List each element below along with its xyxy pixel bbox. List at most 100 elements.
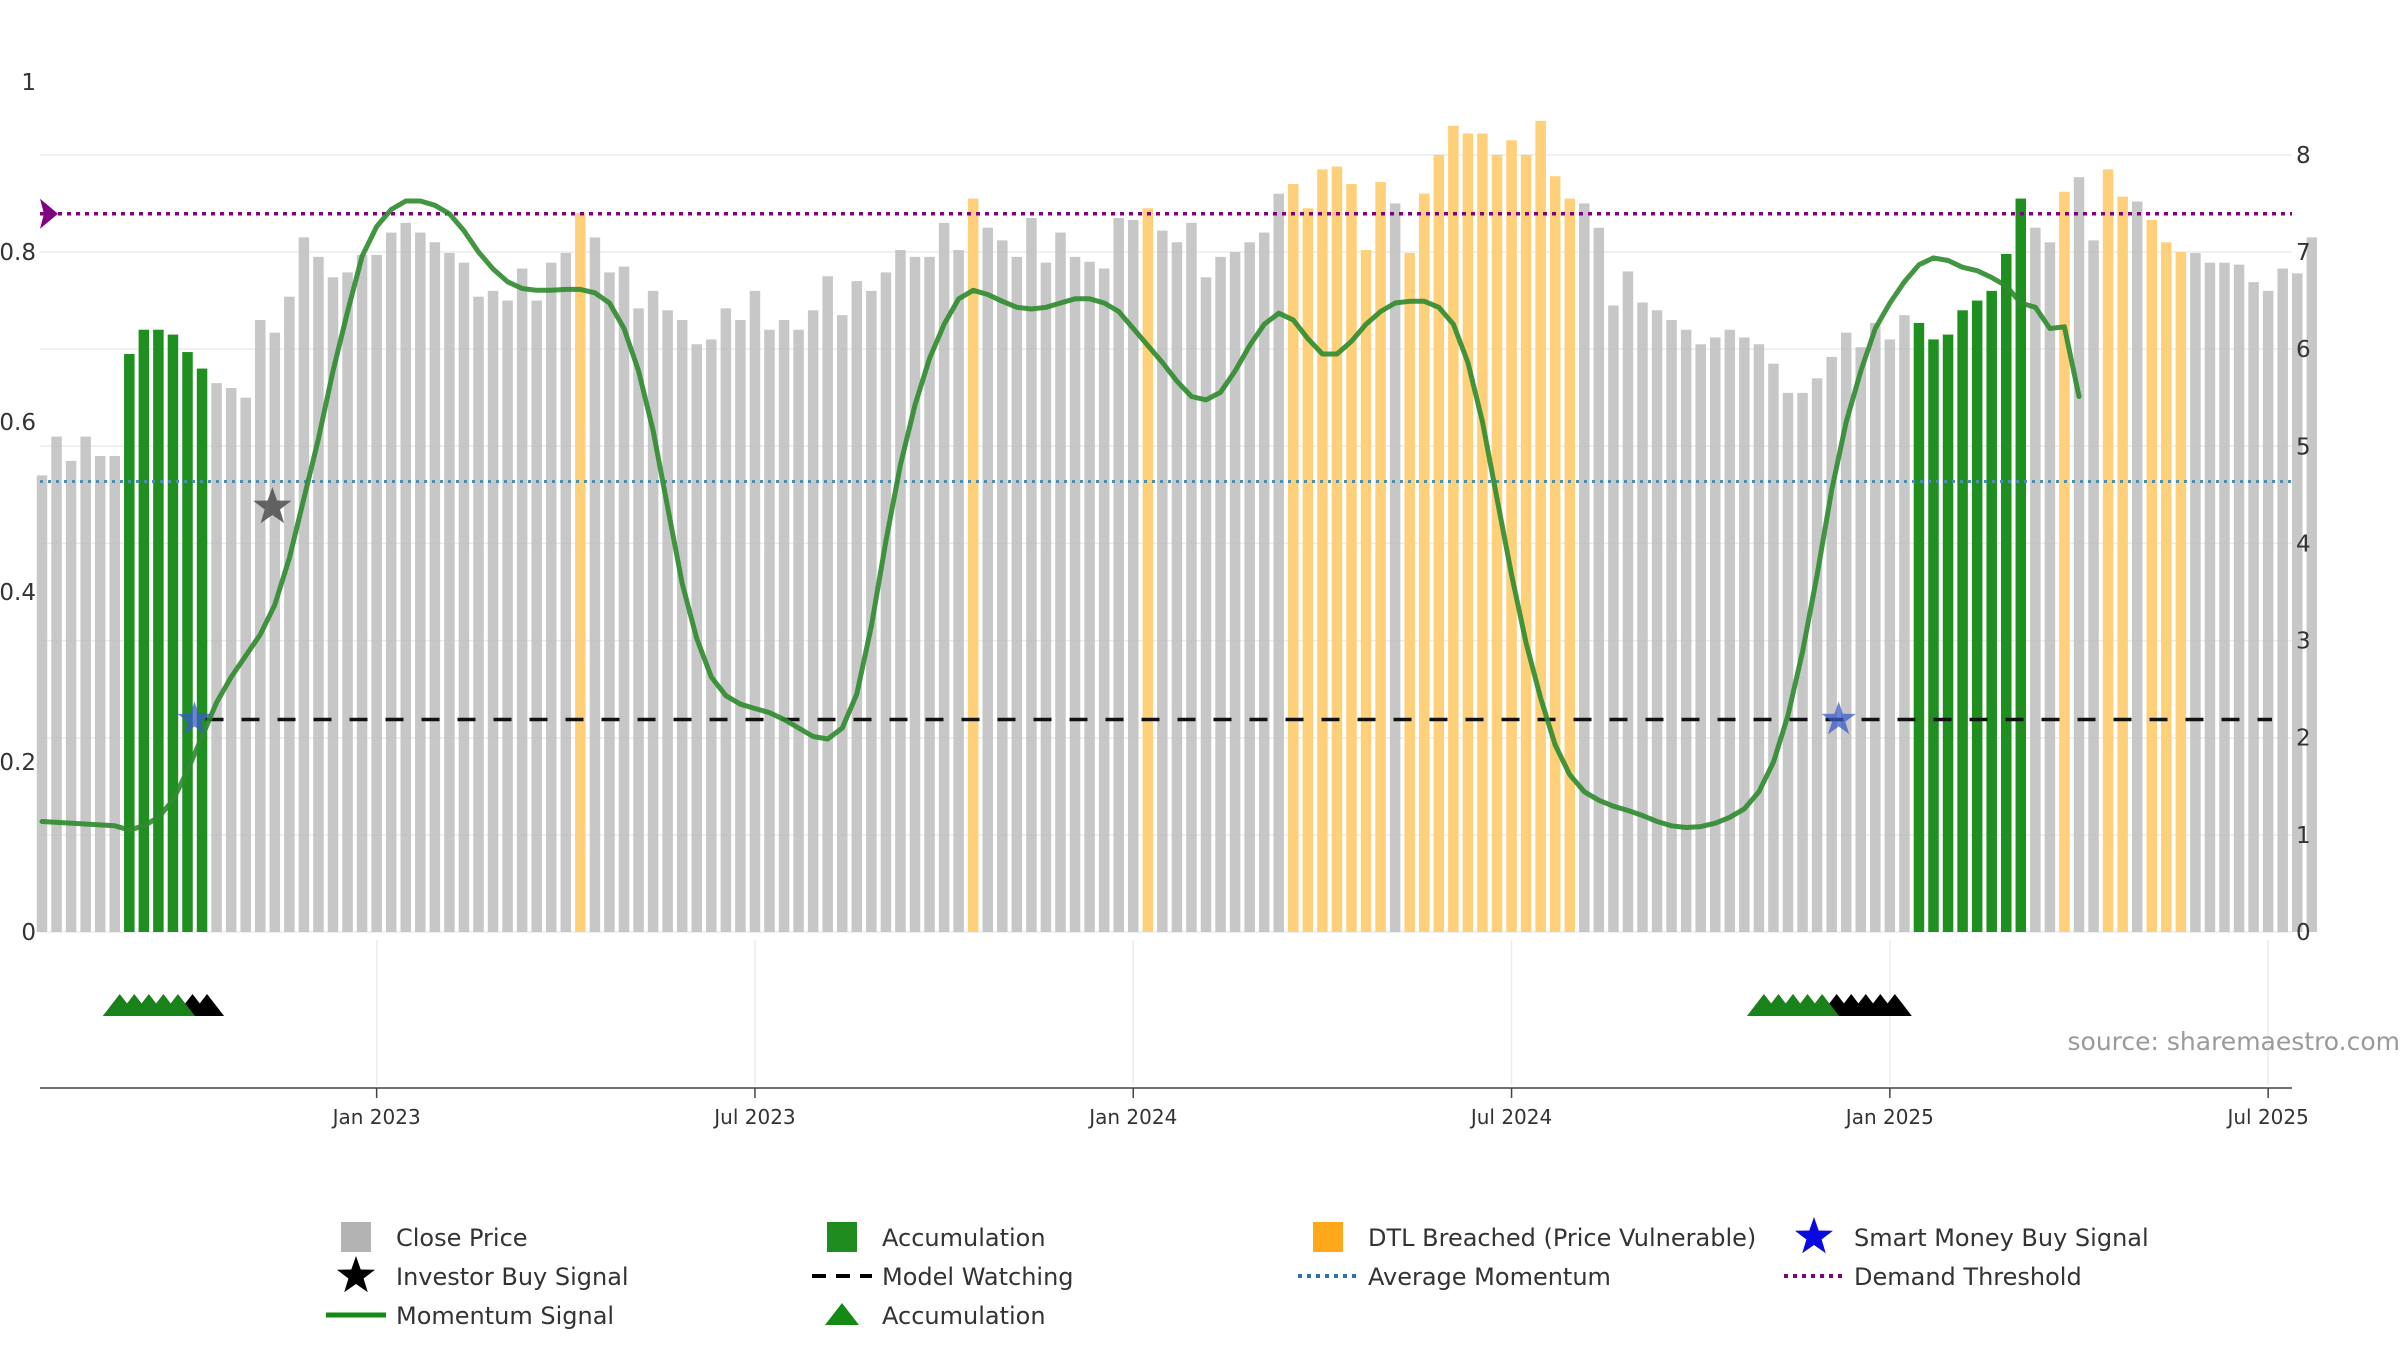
- bar-close: [1215, 256, 1226, 932]
- legend-label: DTL Breached (Price Vulnerable): [1368, 1224, 1756, 1252]
- bar-dtl: [1462, 133, 1474, 932]
- bar-close: [1739, 337, 1750, 932]
- y-right-tick-label: 8: [2296, 143, 2311, 169]
- x-tick-label: Jul 2023: [712, 1105, 795, 1129]
- bar-close: [837, 315, 848, 933]
- legend-label: Accumulation: [882, 1302, 1046, 1330]
- bar-acc: [2015, 198, 2027, 933]
- bar-close: [284, 296, 295, 933]
- y-left-tick-label: 0.2: [0, 750, 36, 776]
- bar-close: [2131, 201, 2143, 932]
- bar-close: [953, 250, 964, 933]
- y-left-tick-label: 0: [21, 920, 36, 946]
- x-tick-label: Jan 2024: [1087, 1105, 1177, 1129]
- accumulation-triangle: [1805, 994, 1840, 1016]
- y-right-tick-label: 1: [2296, 823, 2311, 849]
- bar-close: [1069, 256, 1081, 932]
- bar-close: [51, 436, 62, 932]
- bar-close: [385, 232, 397, 933]
- bar-close: [822, 276, 833, 932]
- legend-item: Accumulation: [827, 1222, 1046, 1252]
- bar-dtl: [1477, 133, 1488, 932]
- bar-dtl: [1331, 166, 1343, 932]
- legend-label: Model Watching: [882, 1263, 1074, 1291]
- bar-close: [2088, 240, 2099, 933]
- bar-close: [2190, 252, 2201, 932]
- bar-close: [2044, 242, 2056, 933]
- bar-close: [2248, 282, 2259, 933]
- legend-swatch: [1313, 1222, 1343, 1252]
- bar-close: [444, 252, 455, 932]
- legend-item: Demand Threshold: [1784, 1263, 2082, 1291]
- bar-acc: [1957, 310, 1968, 932]
- legend-label: Investor Buy Signal: [396, 1263, 629, 1291]
- y-right-tick-label: 7: [2296, 240, 2311, 266]
- bar-dtl: [1288, 184, 1299, 932]
- y-right-tick-label: 4: [2296, 531, 2311, 557]
- bar-close: [1622, 271, 1634, 932]
- bar-close: [1768, 363, 1779, 932]
- bar-close: [2073, 177, 2085, 932]
- bar-close: [706, 339, 717, 932]
- y-right-tick-label: 2: [2296, 726, 2311, 752]
- bar-close: [2277, 268, 2288, 932]
- bar-dtl: [1564, 198, 1575, 933]
- bar-close: [924, 256, 935, 932]
- bar-acc: [1986, 290, 1997, 932]
- legend-item: Model Watching: [812, 1263, 1074, 1291]
- bar-close: [589, 237, 601, 932]
- bar-close: [1011, 256, 1023, 932]
- legend-item: Average Momentum: [1298, 1263, 1611, 1291]
- bar-dtl: [1433, 154, 1445, 932]
- bar-close: [909, 256, 921, 932]
- bar-dtl: [1448, 125, 1459, 932]
- bar-close: [1186, 222, 1197, 932]
- bar-close: [2262, 290, 2274, 932]
- bar-close: [633, 308, 644, 932]
- bar-close: [778, 320, 790, 932]
- accumulation-triangle: [160, 994, 195, 1016]
- legend-item: Smart Money Buy Signal: [1795, 1217, 2149, 1254]
- line-layer: [39, 198, 2292, 833]
- bar-close: [1826, 356, 1837, 932]
- bar-close: [1651, 310, 1663, 932]
- bar-close: [269, 332, 281, 933]
- bar-close: [1244, 242, 1255, 933]
- bar-close: [1157, 230, 1168, 933]
- bar-close: [1608, 305, 1619, 932]
- bar-close: [997, 240, 1008, 933]
- bar-close: [109, 456, 120, 932]
- bar-close: [356, 254, 368, 932]
- bar-dtl: [2175, 252, 2187, 932]
- bar-acc: [138, 329, 150, 932]
- bar-dtl: [2161, 242, 2172, 933]
- bar-close: [1273, 193, 1284, 932]
- bar-close: [546, 262, 557, 933]
- bar-close: [400, 222, 411, 932]
- legend-label: Demand Threshold: [1854, 1263, 2082, 1291]
- bar-close: [1128, 219, 1139, 932]
- bar-close: [1811, 378, 1823, 932]
- y-right-tick-label: 0: [2296, 920, 2311, 946]
- y-right-tick-label: 6: [2296, 337, 2311, 363]
- investor-buy-signal-star: [253, 487, 292, 524]
- bar-close: [895, 250, 906, 933]
- legend-label: Close Price: [396, 1224, 528, 1252]
- bar-close: [327, 277, 339, 932]
- legend-item: Investor Buy Signal: [337, 1256, 629, 1293]
- bar-close: [1229, 252, 1241, 932]
- bar-acc: [1928, 339, 1939, 932]
- axis-layer: Jan 2023 Jul 2023 Jan 2024 Jul 2024 Jan 2025…: [0, 70, 2311, 1129]
- legend-label: Momentum Signal: [396, 1302, 614, 1330]
- bar-dtl: [967, 198, 979, 933]
- smart-money-buy-signal-star: [1821, 701, 1856, 735]
- bar-acc: [1971, 300, 1983, 933]
- y-right-tick-label: 5: [2296, 434, 2311, 460]
- bar-acc: [124, 354, 135, 932]
- bar-close: [298, 237, 310, 932]
- bar-dtl: [1520, 154, 1532, 932]
- bar-dtl: [1302, 208, 1314, 933]
- bar-acc: [1942, 334, 1954, 933]
- bar-close: [2204, 262, 2216, 933]
